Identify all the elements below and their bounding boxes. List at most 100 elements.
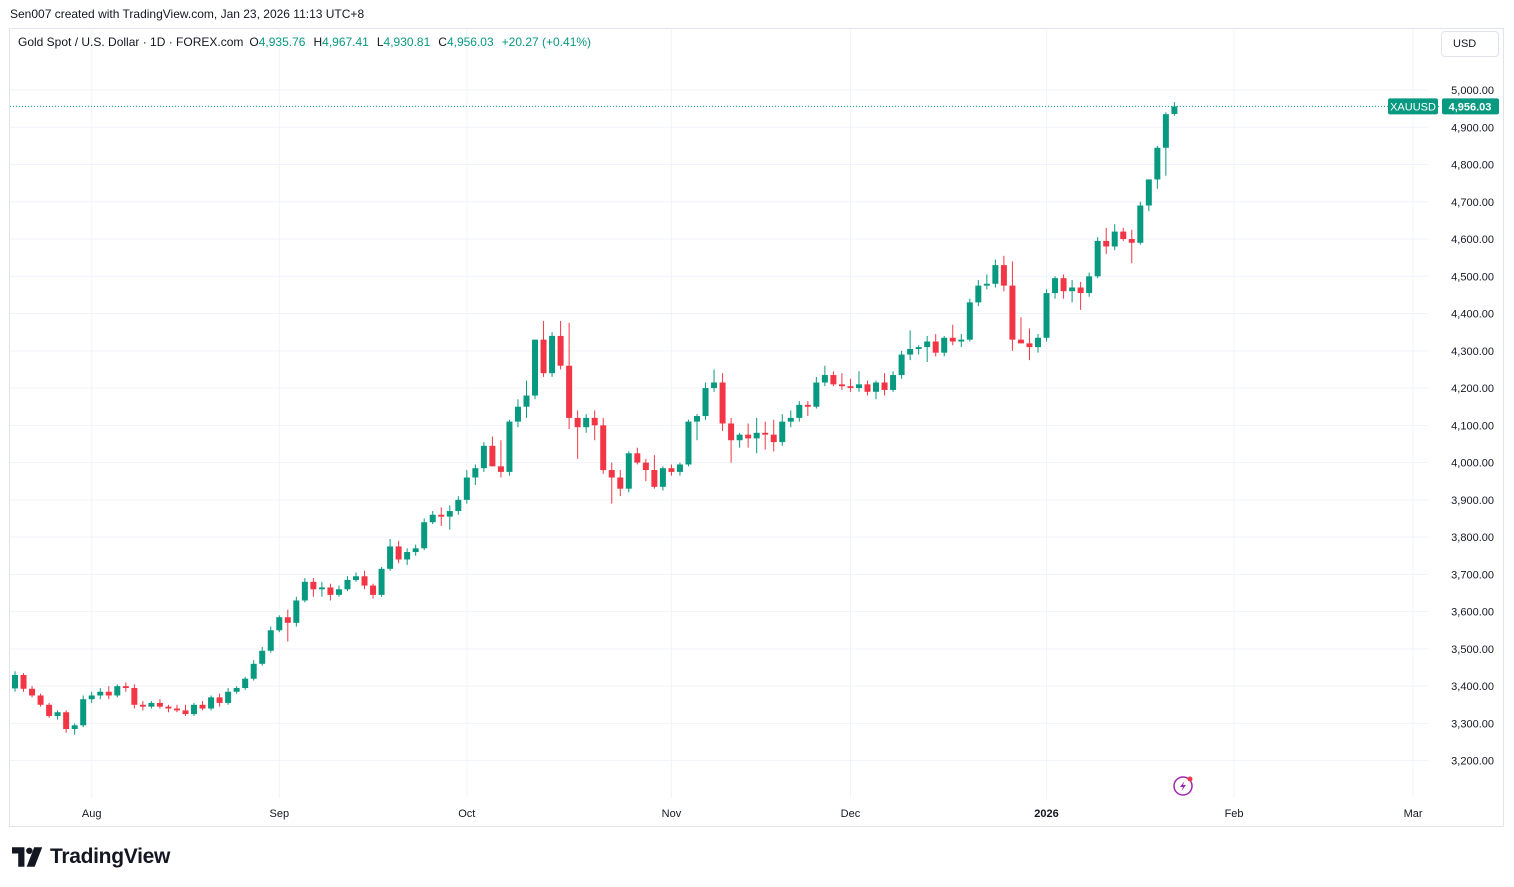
candle[interactable] [719, 373, 726, 431]
lightning-alert-icon[interactable] [1173, 776, 1193, 796]
candle[interactable] [404, 548, 411, 566]
candle[interactable] [821, 365, 828, 387]
candle[interactable] [847, 378, 854, 392]
candle[interactable] [1111, 224, 1118, 251]
candle[interactable] [634, 447, 641, 465]
candle[interactable] [327, 583, 334, 601]
candle[interactable] [131, 684, 138, 709]
candle[interactable] [421, 518, 428, 551]
candle[interactable] [992, 259, 999, 288]
candle[interactable] [310, 578, 317, 597]
candle[interactable] [225, 688, 232, 705]
chart-panel[interactable] [9, 28, 1504, 827]
candle[interactable] [864, 380, 871, 396]
candle[interactable] [114, 684, 121, 698]
candle[interactable] [284, 609, 291, 642]
candle[interactable] [642, 458, 649, 482]
candle[interactable] [898, 350, 905, 379]
candle[interactable] [540, 321, 547, 377]
candle[interactable] [685, 419, 692, 467]
candle[interactable] [429, 511, 436, 525]
candle[interactable] [173, 704, 180, 713]
candle[interactable] [1120, 227, 1127, 241]
candle[interactable] [668, 464, 675, 476]
candle[interactable] [949, 324, 956, 346]
candle[interactable] [139, 701, 146, 711]
candle[interactable] [1086, 272, 1093, 297]
candle[interactable] [728, 417, 735, 463]
candle[interactable] [29, 686, 36, 698]
candle[interactable] [199, 701, 206, 711]
candle[interactable] [787, 410, 794, 428]
candle[interactable] [608, 462, 615, 504]
candle[interactable] [838, 373, 845, 390]
tradingview-logo[interactable]: TradingView [12, 845, 170, 869]
candle[interactable] [514, 399, 521, 428]
candle[interactable] [301, 578, 308, 603]
candle[interactable] [1017, 317, 1024, 344]
candle[interactable] [182, 704, 189, 716]
candle[interactable] [1009, 261, 1016, 351]
candle[interactable] [702, 382, 709, 420]
candle[interactable] [267, 626, 274, 653]
candle[interactable] [344, 576, 351, 592]
candle[interactable] [216, 693, 223, 707]
candle[interactable] [156, 699, 163, 709]
candle[interactable] [1103, 227, 1110, 254]
candle[interactable] [105, 686, 112, 700]
candle[interactable] [361, 570, 368, 590]
candle[interactable] [591, 410, 598, 441]
candle[interactable] [523, 380, 530, 418]
candle[interactable] [532, 339, 539, 400]
candle[interactable] [745, 423, 752, 448]
candle[interactable] [932, 334, 939, 357]
candle[interactable] [463, 470, 470, 504]
candle[interactable] [958, 334, 965, 348]
candle[interactable] [387, 538, 394, 571]
candle[interactable] [446, 505, 453, 530]
candle[interactable] [830, 371, 837, 387]
candle[interactable] [873, 380, 880, 400]
legend-symbol[interactable]: Gold Spot / U.S. Dollar · 1D · FOREX.com [18, 35, 244, 49]
candle[interactable] [353, 572, 359, 582]
candle[interactable] [276, 615, 283, 633]
candle[interactable] [165, 704, 172, 713]
candle[interactable] [583, 414, 590, 433]
candle[interactable] [600, 417, 607, 474]
candle[interactable] [46, 702, 53, 718]
candle[interactable] [566, 322, 573, 430]
candle[interactable] [855, 371, 862, 392]
candle[interactable] [1094, 237, 1101, 279]
candle[interactable] [1145, 179, 1152, 212]
candle[interactable] [625, 451, 632, 493]
candle[interactable] [489, 436, 496, 467]
candle[interactable] [1000, 255, 1007, 292]
candle[interactable] [1052, 276, 1059, 299]
candle[interactable] [1128, 229, 1135, 264]
candle[interactable] [12, 671, 18, 692]
candle[interactable] [37, 693, 44, 707]
candle[interactable] [20, 673, 27, 692]
candle[interactable] [412, 544, 419, 556]
candle[interactable] [250, 660, 257, 681]
candle[interactable] [506, 419, 513, 476]
candle[interactable] [71, 723, 78, 735]
candle[interactable] [796, 401, 803, 422]
candle[interactable] [1171, 102, 1178, 116]
candle[interactable] [881, 373, 888, 396]
candle[interactable] [54, 710, 61, 720]
candle[interactable] [233, 686, 240, 694]
candle[interactable] [651, 455, 658, 489]
candle[interactable] [335, 585, 342, 597]
candle[interactable] [472, 464, 479, 485]
candle[interactable] [1043, 289, 1050, 342]
candle[interactable] [890, 371, 897, 392]
candle[interactable] [770, 419, 777, 452]
candle[interactable] [370, 583, 377, 599]
candle[interactable] [378, 566, 385, 597]
candle[interactable] [191, 702, 198, 716]
candle[interactable] [779, 414, 786, 446]
candle[interactable] [983, 274, 990, 290]
candle[interactable] [1137, 201, 1144, 245]
candle[interactable] [549, 332, 556, 377]
